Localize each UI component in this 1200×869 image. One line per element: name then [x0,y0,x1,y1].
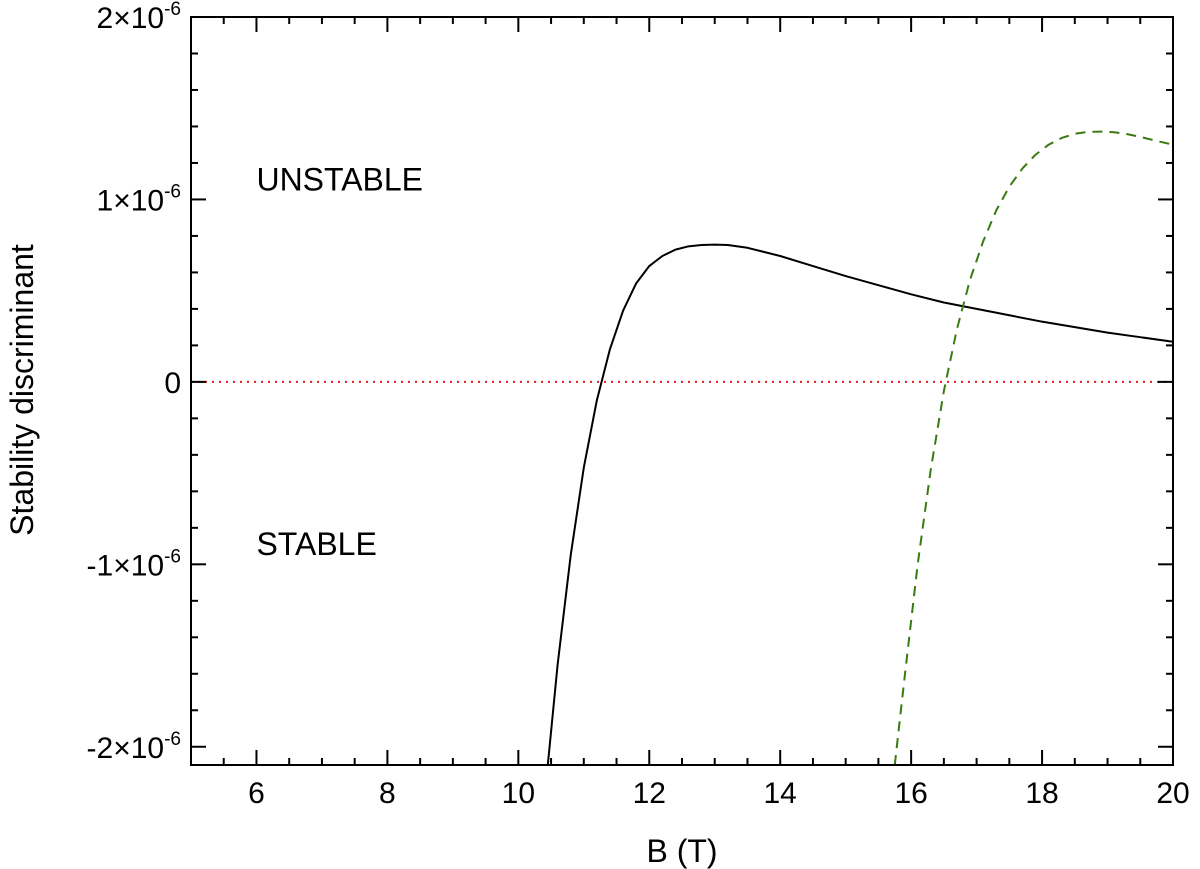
x-tick-label: 18 [1025,777,1058,810]
x-tick-label: 6 [248,777,265,810]
y-tick-label: 1×10-6 [97,181,181,217]
x-axis-title: B (T) [646,833,717,869]
y-axis-title: Stability discriminant [4,244,40,536]
unstable-annotation: UNSTABLE [256,161,423,197]
x-tick-label: 20 [1156,777,1189,810]
stable-annotation: STABLE [256,526,376,562]
axes-layer [190,16,1174,766]
series-layer [191,130,1173,765]
plot-frame [190,16,1174,766]
y-tick-label: 2×10-6 [97,0,181,35]
x-tick-label: 8 [379,777,396,810]
y-tick-label: 0 [164,367,181,400]
x-tick-label: 10 [502,777,535,810]
series-dashed-curve [893,130,1173,765]
series-solid-curve [546,243,1173,765]
y-tick-label: -1×10-6 [87,546,181,582]
y-tick-label: -2×10-6 [87,729,181,765]
labels-layer: 6 8 10 12 14 16 18 20 2×10-6 1×10-6 0 -1×10-6 -2×10-… [87,0,1190,810]
x-tick-label: 14 [764,777,797,810]
x-tick-label: 16 [894,777,927,810]
x-tick-label: 12 [633,777,666,810]
